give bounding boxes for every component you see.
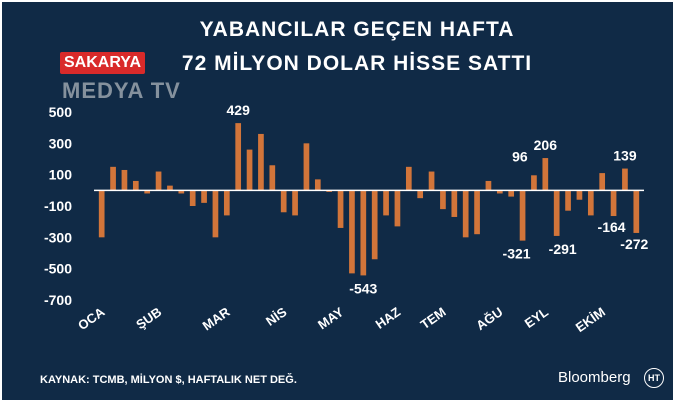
bar bbox=[576, 190, 583, 200]
bar bbox=[633, 190, 640, 233]
bar bbox=[394, 190, 401, 227]
bar bbox=[417, 190, 424, 199]
bar bbox=[622, 168, 628, 191]
bar bbox=[428, 171, 435, 191]
bar bbox=[269, 165, 276, 191]
bar bbox=[155, 171, 162, 191]
bloomberg-logo: Bloomberg bbox=[558, 369, 631, 386]
bar bbox=[201, 190, 207, 203]
x-tick-label: MAY bbox=[315, 304, 347, 332]
x-tick-label: ŞUB bbox=[133, 304, 164, 332]
x-tick-label: MAR bbox=[200, 304, 233, 334]
bar bbox=[383, 190, 389, 216]
y-tick-label: -100 bbox=[44, 198, 72, 214]
data-label: -164 bbox=[598, 219, 626, 235]
x-tick-label: OCA bbox=[75, 304, 108, 333]
bar bbox=[519, 190, 526, 241]
bar bbox=[599, 173, 606, 191]
bar bbox=[542, 158, 549, 191]
bar bbox=[371, 190, 378, 260]
bar bbox=[246, 149, 253, 191]
x-tick-label: NİS bbox=[263, 304, 290, 329]
bar bbox=[337, 190, 344, 228]
bar bbox=[531, 175, 537, 191]
ht-logo-icon: HT bbox=[644, 368, 664, 388]
bar bbox=[474, 190, 480, 235]
watermark-brand: SAKARYA bbox=[60, 52, 146, 74]
bar bbox=[587, 190, 594, 216]
data-label: -291 bbox=[549, 241, 577, 257]
bar bbox=[610, 190, 617, 217]
bar bbox=[132, 180, 139, 191]
y-tick-label: -700 bbox=[44, 292, 72, 308]
chart-title-line2: 72 MİLYON DOLAR HİSSE SATTI bbox=[181, 52, 533, 75]
x-tick-label: HAZ bbox=[373, 304, 404, 332]
bar bbox=[405, 166, 412, 191]
x-tick-label: EKİM bbox=[573, 304, 608, 335]
bar bbox=[326, 190, 333, 192]
y-tick-label: 300 bbox=[49, 135, 73, 151]
bar bbox=[440, 190, 446, 210]
bar bbox=[565, 190, 571, 211]
bar bbox=[144, 190, 151, 194]
bar bbox=[292, 190, 298, 216]
chart-title-line1: YABANCILAR GEÇEN HAFTA bbox=[199, 18, 515, 41]
y-tick-label: -300 bbox=[44, 229, 72, 245]
bar bbox=[167, 185, 173, 191]
bar bbox=[462, 190, 469, 238]
data-label: -321 bbox=[503, 246, 531, 262]
data-label: 206 bbox=[534, 137, 558, 153]
bar bbox=[485, 180, 492, 191]
bar bbox=[98, 190, 105, 238]
bar bbox=[121, 169, 128, 191]
data-label: -272 bbox=[620, 236, 648, 252]
source-note: KAYNAK: TCMB, MİLYON $, HAFTALIK NET DEĞ… bbox=[40, 374, 297, 386]
bar bbox=[508, 190, 515, 197]
bar bbox=[451, 190, 458, 217]
x-tick-label: AĞU bbox=[473, 304, 505, 333]
bar bbox=[178, 190, 185, 194]
bar bbox=[349, 190, 355, 274]
bar bbox=[110, 166, 116, 191]
bar bbox=[235, 123, 242, 191]
bar bbox=[280, 190, 287, 213]
x-tick-label: TEM bbox=[418, 304, 449, 332]
y-tick-label: 500 bbox=[49, 104, 73, 120]
bar bbox=[496, 190, 503, 194]
bar bbox=[189, 190, 196, 206]
y-tick-label: -500 bbox=[44, 261, 72, 277]
bar bbox=[314, 179, 321, 191]
bar bbox=[223, 190, 230, 216]
y-tick-label: 100 bbox=[49, 167, 73, 183]
bar bbox=[212, 190, 219, 238]
bar bbox=[303, 143, 310, 191]
watermark-logo: SAKARYA MEDYA TV bbox=[60, 52, 180, 103]
x-tick-label: EYL bbox=[522, 304, 551, 331]
data-label: 139 bbox=[613, 148, 637, 164]
bar bbox=[553, 190, 560, 236]
data-label: -543 bbox=[349, 280, 377, 296]
bar bbox=[360, 190, 367, 276]
bar bbox=[258, 133, 264, 191]
watermark-sub: MEDYA TV bbox=[62, 78, 181, 103]
data-label: 96 bbox=[512, 148, 528, 164]
data-label: 429 bbox=[227, 102, 251, 118]
